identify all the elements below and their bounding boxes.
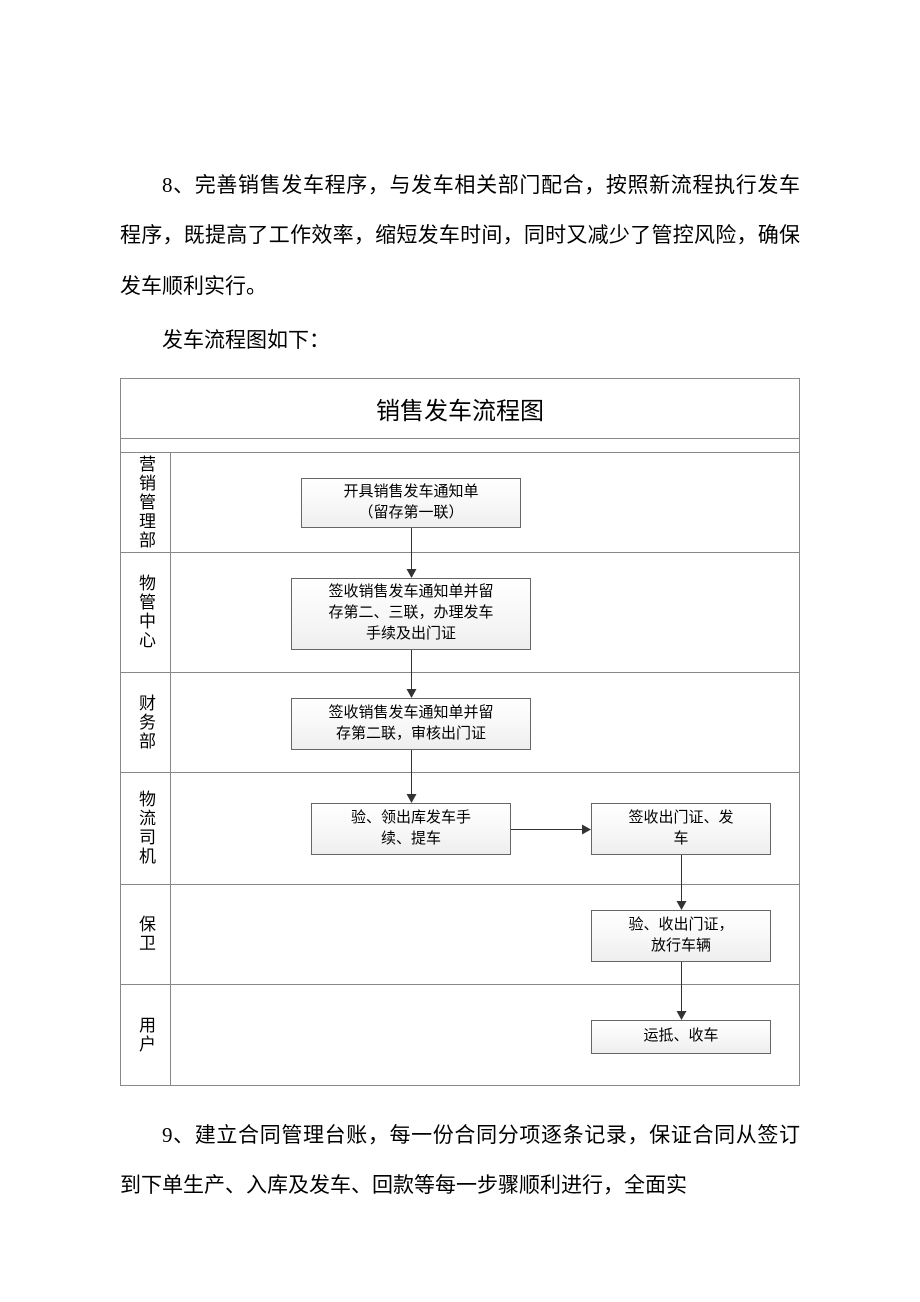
node-sign-receive-line2: 存第二、三联，办理发车 [328, 605, 493, 621]
node-sign-depart: 签收出门证、发 车 [591, 803, 771, 855]
node-issue-notice: 开具销售发车通知单 （留存第一联） [301, 478, 521, 528]
lane-label-user: 用户 [121, 985, 171, 1085]
arrow-2b-line [411, 673, 412, 690]
node-inspect-pickup-line2: 续、提车 [381, 831, 441, 847]
node-inspect-pickup-line1: 验、领出库发车手 [351, 810, 471, 826]
lane-label-finance: 财务部 [121, 673, 171, 772]
arrow-6-head [677, 1011, 687, 1020]
node-finance-audit-line1: 签收销售发车通知单并留 [328, 705, 493, 721]
lane-label-security: 保卫 [121, 885, 171, 984]
arrow-2-head [407, 689, 417, 698]
arrow-1-line [411, 528, 412, 553]
lane-row-finance: 财务部 签收销售发车通知单并留 存第二联，审核出门证 [121, 673, 799, 773]
arrow-3-head [407, 794, 417, 803]
flowchart-container: 销售发车流程图 营销管理部 开具销售发车通知单 （留存第一联） 物管中心 签收销… [120, 378, 800, 1086]
lane-content-driver: 验、领出库发车手 续、提车 签收出门证、发 车 [171, 773, 799, 884]
lane-row-user: 用户 运抵、收车 [121, 985, 799, 1085]
node-arrive-receive: 运抵、收车 [591, 1020, 771, 1054]
node-finance-audit: 签收销售发车通知单并留 存第二联，审核出门证 [291, 698, 531, 750]
arrow-4-line [511, 829, 583, 830]
lane-content-logistics-center: 签收销售发车通知单并留 存第二、三联，办理发车 手续及出门证 [171, 553, 799, 672]
node-inspect-pickup: 验、领出库发车手 续、提车 [311, 803, 511, 855]
lane-row-driver: 物流司机 验、领出库发车手 续、提车 签收出门证、发 车 [121, 773, 799, 885]
lane-label-logistics-center: 物管中心 [121, 553, 171, 672]
arrow-1-head [407, 569, 417, 578]
node-security-release-line1: 验、收出门证， [628, 917, 733, 933]
node-sign-depart-line2: 车 [673, 831, 688, 847]
lane-content-finance: 签收销售发车通知单并留 存第二联，审核出门证 [171, 673, 799, 772]
lane-label-marketing: 营销管理部 [121, 453, 171, 552]
node-sign-receive: 签收销售发车通知单并留 存第二、三联，办理发车 手续及出门证 [291, 578, 531, 650]
arrow-6b-line [681, 985, 682, 1012]
lane-content-security: 验、收出门证， 放行车辆 [171, 885, 799, 984]
arrow-5b-line [681, 885, 682, 902]
paragraph-8: 8、完善销售发车程序，与发车相关部门配合，按照新流程执行发车程序，既提高了工作效… [120, 160, 800, 311]
arrow-5-head [677, 901, 687, 910]
node-security-release: 验、收出门证， 放行车辆 [591, 910, 771, 962]
arrow-2-line [411, 650, 412, 673]
node-issue-notice-line2: （留存第一联） [358, 505, 463, 521]
node-issue-notice-line1: 开具销售发车通知单 [343, 484, 478, 500]
arrow-1b-line [411, 553, 412, 570]
paragraph-flowchart-intro: 发车流程图如下： [120, 315, 800, 365]
arrow-4-head [582, 824, 591, 834]
arrow-5-line [681, 855, 682, 885]
paragraph-9: 9、建立合同管理台账，每一份合同分项逐条记录，保证合同从签订到下单生产、入库及发… [120, 1110, 800, 1211]
lane-content-marketing: 开具销售发车通知单 （留存第一联） [171, 453, 799, 552]
node-finance-audit-line2: 存第二联，审核出门证 [336, 726, 486, 742]
arrow-3-line [411, 750, 412, 773]
flowchart-spacer [121, 439, 799, 453]
arrow-3b-line [411, 773, 412, 795]
lane-label-driver: 物流司机 [121, 773, 171, 884]
lane-content-user: 运抵、收车 [171, 985, 799, 1085]
node-security-release-line2: 放行车辆 [651, 938, 711, 954]
node-sign-receive-line1: 签收销售发车通知单并留 [328, 584, 493, 600]
flowchart-title: 销售发车流程图 [121, 379, 799, 439]
node-sign-receive-line3: 手续及出门证 [366, 626, 456, 642]
lane-row-security: 保卫 验、收出门证， 放行车辆 [121, 885, 799, 985]
node-arrive-receive-line1: 运抵、收车 [643, 1026, 718, 1047]
arrow-6-line [681, 962, 682, 985]
node-sign-depart-line1: 签收出门证、发 [628, 810, 733, 826]
lane-row-marketing: 营销管理部 开具销售发车通知单 （留存第一联） [121, 453, 799, 553]
lane-row-logistics-center: 物管中心 签收销售发车通知单并留 存第二、三联，办理发车 手续及出门证 [121, 553, 799, 673]
